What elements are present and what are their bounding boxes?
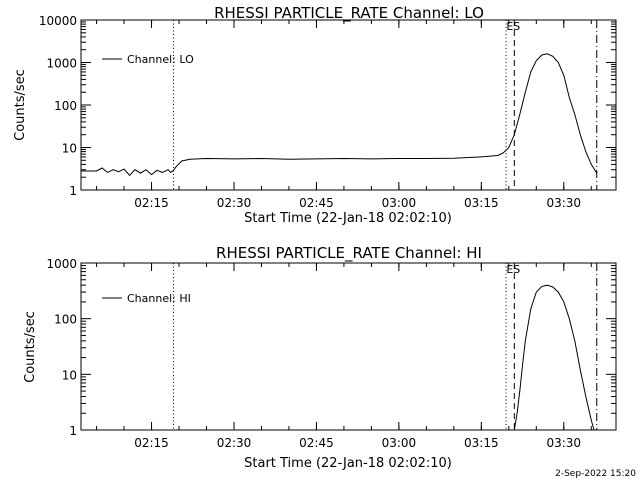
event-lines: ES (173, 20, 598, 190)
event-lines: ES (173, 263, 598, 430)
y-ticks: 1 10 100 1000 (46, 257, 616, 438)
footer-date: 2-Sep-2022 15:20 (555, 469, 636, 479)
series-group (513, 284, 595, 431)
x-tick-label: 03:00 (382, 196, 417, 210)
legend-label: Channel: LO (127, 53, 194, 66)
x-tick-label: 03:15 (464, 196, 499, 210)
y-tick-label: 10 (62, 368, 77, 382)
x-tick-label: 02:30 (217, 436, 252, 450)
y-axis-label: Counts/sec (13, 69, 28, 141)
legend: Channel: LO (102, 53, 194, 66)
x-tick-label: 02:15 (134, 436, 169, 450)
y-tick-label: 10 (62, 142, 77, 156)
x-tick-label: 03:15 (464, 436, 499, 450)
x-ticks: 02:15 02:30 02:45 03:00 03:15 03:30 (96, 20, 592, 210)
x-tick-label: 02:45 (299, 196, 334, 210)
x-tick-label: 03:30 (546, 196, 581, 210)
plot-frame (80, 19, 617, 191)
x-tick-label: 02:15 (134, 196, 169, 210)
series-line (513, 284, 595, 431)
y-tick-label: 1000 (46, 57, 77, 71)
x-tick-label: 03:30 (546, 436, 581, 450)
x-tick-label: 03:00 (382, 436, 417, 450)
event-marker-label: ES (506, 263, 520, 276)
y-tick-label: 1 (69, 424, 77, 438)
legend-label: Channel: HI (127, 292, 191, 305)
chart-title: RHESSI PARTICLE_RATE Channel: HI (216, 244, 482, 263)
y-tick-label: 100 (54, 99, 77, 113)
panel-lo-channel: RHESSI PARTICLE_RATE Channel: LO Counts/… (13, 4, 617, 226)
x-axis-label: Start Time (22-Jan-18 02:02:10) (244, 456, 452, 471)
chart-title: RHESSI PARTICLE_RATE Channel: LO (214, 4, 484, 23)
y-tick-label: 1 (69, 184, 77, 198)
series-group (81, 53, 598, 177)
y-ticks: 1 10 100 1000 10000 (39, 14, 616, 198)
series-line (81, 53, 598, 177)
y-axis-label: Counts/sec (23, 311, 38, 383)
y-tick-label: 1000 (46, 257, 77, 271)
x-tick-label: 02:30 (217, 196, 252, 210)
panel-hi-channel: RHESSI PARTICLE_RATE Channel: HI Counts/… (23, 244, 617, 471)
plot-frame (80, 262, 617, 431)
y-tick-label: 10000 (39, 14, 77, 28)
x-ticks: 02:15 02:30 02:45 03:00 03:15 03:30 (96, 263, 592, 450)
x-tick-label: 02:45 (299, 436, 334, 450)
legend: Channel: HI (102, 292, 191, 305)
x-axis-label: Start Time (22-Jan-18 02:02:10) (244, 211, 452, 226)
y-tick-label: 100 (54, 313, 77, 327)
event-marker-label: ES (506, 20, 520, 33)
